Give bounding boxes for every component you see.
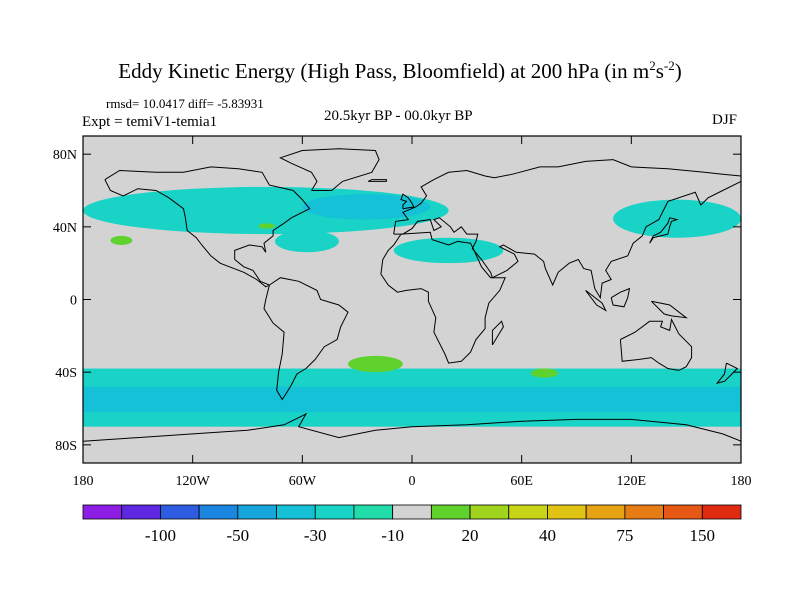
eurasia-coast	[393, 159, 741, 300]
colorbar-swatch	[547, 504, 587, 520]
colorbar-label: -100	[145, 526, 176, 545]
x-tick-label: 60W	[289, 474, 317, 489]
y-tick-label: 80N	[53, 148, 77, 163]
colorbar: -100 -50 -30 -10 20 40 75 150	[82, 504, 742, 545]
colorbar-label: 20	[462, 526, 479, 545]
x-tick-label: 120W	[176, 474, 211, 489]
new-zealand-coast	[715, 362, 739, 384]
colorbar-swatch	[82, 504, 123, 520]
colorbar-swatch	[624, 504, 664, 520]
madagascar-coast	[491, 320, 504, 346]
subtropical-atlantic-patch	[274, 230, 339, 253]
colorbar-swatch	[508, 504, 548, 520]
x-tick-label: 180	[73, 474, 94, 489]
new-guinea-coast	[651, 300, 688, 319]
colorbar-label: -30	[304, 526, 327, 545]
north-atlantic-core	[302, 194, 431, 220]
chart-title: Eddy Kinetic Energy (High Pass, Bloomfie…	[118, 58, 682, 83]
y-tick-label: 0	[70, 294, 77, 309]
x-tick-label: 120E	[617, 474, 647, 489]
colorbar-label: -50	[226, 526, 249, 545]
mediterranean-band	[393, 237, 504, 264]
colorbar-swatch	[430, 504, 471, 520]
season-label: DJF	[712, 112, 738, 128]
british-isles-coast	[400, 193, 415, 210]
us-east-positive	[258, 223, 275, 229]
x-tick-label: 0	[409, 474, 416, 489]
colorbar-swatch	[237, 504, 277, 520]
colorbar-swatch	[353, 504, 394, 520]
south-indian-positive	[530, 368, 559, 378]
south-atlantic-positive	[348, 355, 403, 373]
colorbar-swatch	[160, 504, 200, 520]
south-america-coast	[263, 277, 349, 401]
y-tick-label: 40S	[55, 366, 77, 381]
colorbar-swatch	[276, 504, 316, 520]
colorbar-label: 75	[616, 526, 633, 545]
africa-coast	[380, 231, 506, 364]
north-pacific-positive	[110, 235, 133, 245]
period-label: 20.5kyr BP - 00.0kyr BP	[324, 108, 473, 124]
y-tick-label: 80S	[55, 439, 77, 454]
colorbar-swatch	[314, 504, 355, 520]
colorbar-swatch	[701, 504, 742, 520]
colorbar-label: -10	[381, 526, 404, 545]
antarctica-coast	[83, 412, 741, 442]
colorbar-swatch	[392, 504, 432, 520]
japan-coast	[649, 217, 679, 244]
north-america-coast	[104, 166, 311, 288]
sumatra-coast	[585, 290, 607, 312]
borneo-coast	[610, 287, 631, 308]
x-tick-label: 180	[731, 474, 752, 489]
colorbar-swatch	[469, 504, 510, 520]
axes: 180 120W 60W 0 60E 120E 180 80N 40N 0 40S 80S	[53, 136, 752, 489]
x-tick-label: 60E	[510, 474, 533, 489]
experiment-label: Expt = temiV1-temia1	[82, 114, 218, 130]
iceland-coast	[367, 179, 387, 182]
colorbar-label: 40	[539, 526, 556, 545]
colorbar-swatch	[121, 504, 161, 520]
southern-ocean-core	[83, 386, 741, 413]
north-asia-pacific-band	[613, 199, 741, 238]
colorbar-swatch	[585, 504, 626, 520]
coastlines	[83, 148, 741, 442]
stats-label: rmsd= 10.0417 diff= -5.83931	[106, 96, 264, 111]
y-tick-label: 40N	[53, 221, 77, 236]
colorbar-swatch	[663, 504, 703, 520]
colorbar-swatch	[198, 504, 239, 520]
anomaly-regions	[83, 186, 741, 427]
colorbar-label: 150	[690, 526, 716, 545]
greenland-coast	[279, 148, 380, 191]
australia-coast	[619, 317, 693, 371]
